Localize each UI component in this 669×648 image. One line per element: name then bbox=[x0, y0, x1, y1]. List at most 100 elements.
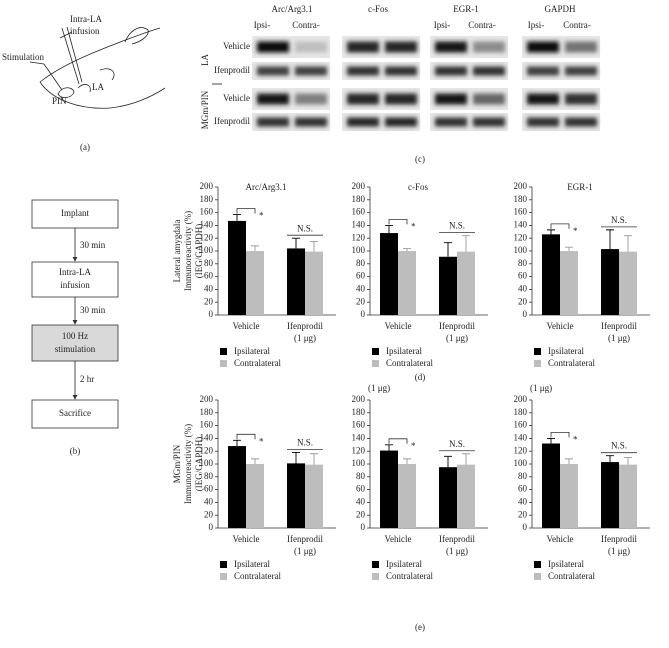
y-tick-label: 120 bbox=[514, 232, 528, 242]
treatment-label: Ifenprodil bbox=[214, 116, 250, 126]
western-blots bbox=[252, 36, 600, 131]
bar bbox=[228, 220, 246, 315]
y-tick-label: 180 bbox=[200, 407, 214, 417]
y-axis-label: Immunoreactivity (%) bbox=[183, 424, 193, 504]
y-tick-label: 0 bbox=[209, 522, 214, 532]
y-tick-label: 0 bbox=[209, 309, 214, 319]
stray-label: (1 μg) bbox=[368, 383, 390, 393]
error-bar bbox=[606, 229, 614, 250]
step-box bbox=[31, 199, 119, 229]
treatment-label: Vehicle bbox=[223, 41, 250, 51]
x-tick-label: Ifenprodil bbox=[287, 321, 323, 331]
bar bbox=[542, 234, 560, 315]
bar bbox=[287, 463, 305, 528]
y-tick-label: 140 bbox=[514, 219, 528, 229]
legend-swatch bbox=[372, 561, 379, 568]
caption: (e) bbox=[415, 622, 425, 632]
y-tick-label: 20 bbox=[204, 296, 214, 306]
error-bar bbox=[292, 237, 300, 249]
blot-band bbox=[295, 41, 327, 53]
y-axis-label: (IEG/GAPDH) bbox=[194, 437, 204, 492]
legend-swatch bbox=[220, 573, 227, 580]
legend-swatch bbox=[534, 348, 541, 355]
y-tick-label: 120 bbox=[200, 445, 214, 455]
error-bar bbox=[310, 453, 318, 465]
error-bar bbox=[547, 437, 555, 444]
y-axis-label: Lateral amygdala bbox=[172, 220, 182, 283]
x-tick-label: Ifenprodil bbox=[287, 534, 323, 544]
lane-label: Contra- bbox=[292, 20, 320, 30]
ns-label: N.S. bbox=[297, 438, 313, 448]
y-tick-label: 140 bbox=[514, 432, 528, 442]
significance-mark: * bbox=[573, 434, 578, 444]
bar bbox=[457, 464, 475, 528]
blot-band bbox=[257, 66, 289, 76]
y-tick-label: 120 bbox=[352, 232, 366, 242]
chart-title: Arc/Arg3.1 bbox=[245, 182, 286, 192]
blot-band bbox=[385, 93, 417, 105]
y-tick-label: 160 bbox=[200, 207, 214, 217]
bar bbox=[398, 464, 416, 528]
bar bbox=[246, 251, 264, 315]
step: Intra-LA bbox=[59, 267, 91, 277]
y-tick-label: 60 bbox=[204, 271, 214, 281]
y-tick-label: 80 bbox=[356, 258, 366, 268]
step-box bbox=[31, 324, 119, 362]
y-tick-label: 60 bbox=[518, 271, 528, 281]
legend-swatch bbox=[534, 360, 541, 367]
y-tick-label: 180 bbox=[514, 194, 528, 204]
treatment-label: Vehicle bbox=[223, 93, 250, 103]
x-tick-label: Vehicle bbox=[547, 321, 574, 331]
significance-mark: * bbox=[573, 226, 578, 236]
y-tick-label: 120 bbox=[352, 445, 366, 455]
step-box bbox=[31, 261, 119, 298]
error-bar bbox=[385, 224, 393, 234]
chart-title: EGR-1 bbox=[567, 182, 593, 192]
y-tick-label: 100 bbox=[352, 458, 366, 468]
x-tick-label: (1 μg) bbox=[608, 333, 630, 343]
interval: 2 hr bbox=[80, 374, 94, 384]
error-bar bbox=[233, 439, 241, 447]
bar bbox=[287, 248, 305, 315]
stray-label: (1 μg) bbox=[530, 383, 552, 393]
significance-bracket bbox=[388, 438, 408, 444]
ns-label: N.S. bbox=[297, 223, 313, 233]
bar bbox=[398, 251, 416, 315]
legend-label: Contralateral bbox=[234, 358, 281, 368]
x-tick-label: (1 μg) bbox=[294, 333, 316, 343]
x-tick-label: (1 μg) bbox=[608, 546, 630, 556]
step-box bbox=[31, 399, 119, 429]
label: PIN bbox=[52, 96, 67, 106]
step: Implant bbox=[61, 208, 89, 218]
y-tick-label: 40 bbox=[204, 283, 214, 293]
caption: (b) bbox=[70, 446, 81, 456]
error-bar bbox=[251, 458, 259, 464]
y-tick-label: 120 bbox=[200, 232, 214, 242]
lane-label: Ipsi- bbox=[254, 20, 271, 30]
y-tick-label: 0 bbox=[523, 309, 528, 319]
y-tick-label: 40 bbox=[356, 496, 366, 506]
ns-label: N.S. bbox=[449, 439, 465, 449]
y-tick-label: 160 bbox=[514, 207, 528, 217]
y-tick-label: 180 bbox=[352, 194, 366, 204]
blot-band bbox=[473, 93, 505, 105]
y-tick-label: 200 bbox=[352, 181, 366, 191]
x-tick-label: Ifenprodil bbox=[601, 321, 637, 331]
lane-label: Contra- bbox=[563, 20, 591, 30]
y-tick-label: 180 bbox=[200, 194, 214, 204]
error-bar bbox=[462, 453, 470, 465]
y-tick-label: 80 bbox=[356, 471, 366, 481]
bar bbox=[380, 233, 398, 315]
x-tick-label: Vehicle bbox=[233, 321, 260, 331]
y-tick-label: 80 bbox=[204, 258, 214, 268]
blot-band bbox=[435, 93, 467, 105]
legend-label: Contralateral bbox=[386, 358, 433, 368]
legend-label: Ipsilateral bbox=[234, 346, 270, 356]
y-tick-label: 60 bbox=[356, 484, 366, 494]
y-tick-label: 140 bbox=[352, 219, 366, 229]
blot-band bbox=[565, 93, 597, 105]
x-tick-label: Vehicle bbox=[547, 534, 574, 544]
blot-band bbox=[295, 93, 327, 105]
caption: (c) bbox=[415, 154, 425, 164]
caption: (d) bbox=[415, 372, 426, 382]
